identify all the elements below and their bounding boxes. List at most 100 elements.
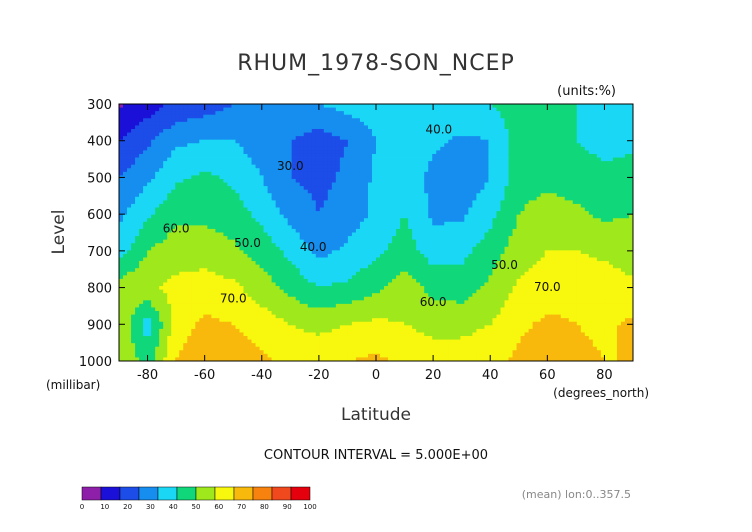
heatmap-cell	[520, 196, 525, 201]
heatmap-cell	[376, 128, 381, 133]
heatmap-cell	[263, 153, 268, 158]
heatmap-cell	[616, 136, 622, 141]
heatmap-cell	[468, 104, 473, 108]
heatmap-cell	[504, 236, 509, 241]
heatmap-cell	[520, 132, 525, 137]
heatmap-cell	[624, 143, 630, 148]
heatmap-cell	[123, 175, 128, 180]
heatmap-cell	[315, 107, 321, 112]
heatmap-cell	[504, 225, 509, 230]
heatmap-cell	[504, 232, 509, 237]
heatmap-cell	[480, 164, 485, 169]
heatmap-cell	[271, 132, 277, 137]
heatmap-cell	[528, 125, 534, 130]
heatmap-cell	[287, 125, 293, 130]
heatmap-cell	[223, 214, 228, 219]
heatmap-cell	[319, 186, 325, 191]
heatmap-cell	[139, 104, 144, 108]
heatmap-cell	[207, 175, 212, 180]
heatmap-cell	[155, 121, 160, 126]
heatmap-cell	[376, 207, 381, 212]
heatmap-cell	[376, 171, 381, 176]
heatmap-cell	[536, 150, 542, 155]
heatmap-cell	[247, 178, 252, 183]
heatmap-cell	[424, 225, 429, 230]
heatmap-cell	[283, 225, 289, 230]
heatmap-cell	[436, 211, 441, 216]
heatmap-cell	[524, 125, 529, 130]
heatmap-cell	[436, 132, 441, 137]
heatmap-cell	[460, 171, 465, 176]
heatmap-cell	[440, 193, 445, 198]
heatmap-cell	[492, 157, 497, 162]
heatmap-cell	[376, 143, 381, 148]
heatmap-cell	[536, 218, 542, 223]
heatmap-cell	[404, 104, 409, 108]
heatmap-cell	[472, 225, 477, 230]
heatmap-cell	[464, 153, 469, 158]
heatmap-cell	[179, 218, 184, 223]
heatmap-cell	[484, 196, 489, 201]
heatmap-cell	[624, 189, 630, 194]
heatmap-cell	[223, 225, 228, 230]
heatmap-cell	[335, 139, 341, 144]
heatmap-cell	[588, 214, 594, 219]
heatmap-cell	[512, 239, 517, 244]
heatmap-cell	[123, 168, 128, 173]
heatmap-cell	[367, 218, 373, 223]
heatmap-cell	[247, 203, 252, 208]
heatmap-cell	[464, 114, 469, 119]
heatmap-cell	[195, 225, 200, 230]
heatmap-cell	[299, 189, 305, 194]
heatmap-cell	[416, 118, 421, 123]
heatmap-cell	[492, 214, 497, 219]
heatmap-cell	[484, 128, 489, 133]
heatmap-cell	[432, 178, 437, 183]
heatmap-cell	[516, 225, 521, 230]
heatmap-cell	[512, 104, 517, 108]
heatmap-cell	[307, 118, 313, 123]
heatmap-cell	[163, 168, 168, 173]
heatmap-cell	[556, 125, 562, 130]
heatmap-cell	[211, 107, 216, 112]
heatmap-cell	[452, 218, 457, 223]
heatmap-cell	[155, 164, 160, 169]
heatmap-cell	[428, 196, 433, 201]
heatmap-cell	[376, 132, 381, 137]
heatmap-cell	[275, 221, 281, 226]
heatmap-cell	[307, 239, 313, 244]
heatmap-cell	[359, 228, 365, 233]
heatmap-cell	[259, 211, 264, 216]
heatmap-cell	[283, 236, 289, 241]
heatmap-cell	[363, 114, 369, 119]
heatmap-cell	[592, 114, 598, 119]
heatmap-cell	[552, 239, 558, 244]
heatmap-cell	[616, 132, 622, 137]
heatmap-cell	[564, 182, 570, 187]
heatmap-cell	[456, 161, 461, 166]
heatmap-cell	[596, 164, 602, 169]
heatmap-cell	[151, 136, 156, 141]
heatmap-cell	[392, 211, 397, 216]
heatmap-cell	[440, 157, 445, 162]
heatmap-cell	[396, 114, 401, 119]
heatmap-cell	[259, 189, 264, 194]
heatmap-cell	[171, 104, 176, 108]
heatmap-cell	[620, 118, 626, 123]
heatmap-cell	[384, 178, 389, 183]
heatmap-cell	[448, 218, 453, 223]
heatmap-cell	[315, 207, 321, 212]
heatmap-cell	[628, 139, 634, 144]
heatmap-cell	[452, 239, 457, 244]
heatmap-cell	[436, 186, 441, 191]
heatmap-cell	[171, 164, 176, 169]
heatmap-cell	[203, 157, 208, 162]
heatmap-cell	[199, 107, 204, 112]
heatmap-cell	[119, 107, 124, 112]
heatmap-cell	[127, 150, 132, 155]
heatmap-cell	[275, 153, 281, 158]
heatmap-cell	[355, 107, 361, 112]
heatmap-cell	[440, 121, 445, 126]
heatmap-cell	[480, 150, 485, 155]
heatmap-cell	[231, 132, 236, 137]
